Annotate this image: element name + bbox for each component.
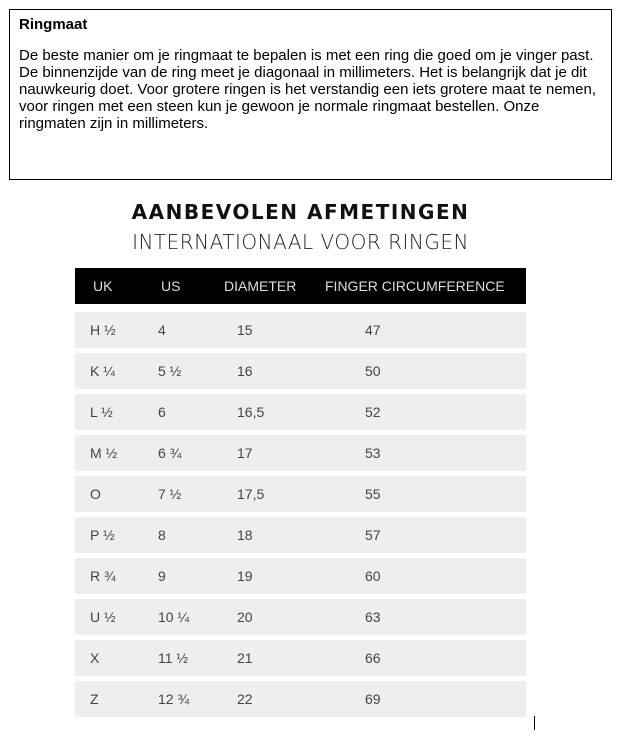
header-us: US: [161, 278, 181, 294]
cell-diameter: 15: [237, 322, 253, 338]
cell-circumference: 69: [365, 691, 381, 707]
table-row: O 7 ½ 17,5 55: [75, 476, 526, 512]
cell-diameter: 19: [237, 568, 253, 584]
cell-circumference: 63: [365, 609, 381, 625]
cell-us: 6: [158, 404, 166, 420]
text-cursor: [534, 716, 535, 730]
cell-uk: L ½: [90, 404, 113, 420]
cell-circumference: 60: [365, 568, 381, 584]
table-row: M ½ 6 ¾ 17 53: [75, 435, 526, 471]
cell-diameter: 17,5: [237, 486, 265, 502]
info-title: Ringmaat: [19, 16, 88, 33]
cell-us: 5 ½: [158, 363, 182, 379]
cell-us: 4: [158, 322, 166, 338]
table-row: H ½ 4 15 47: [75, 312, 526, 348]
table-row: Z 12 ¾ 22 69: [75, 681, 526, 717]
cell-circumference: 57: [365, 527, 381, 543]
cell-us: 6 ¾: [158, 445, 182, 461]
cell-diameter: 18: [237, 527, 253, 543]
table-header: UK US DIAMETER FINGER CIRCUMFERENCE: [75, 268, 526, 304]
cell-uk: M ½: [90, 445, 118, 461]
size-table: H ½ 4 15 47 K ¼ 5 ½ 16 50 L ½ 6 16,5 52 M ½ 6 ¾ 17 53 O 7…: [75, 312, 526, 722]
chart-subtitle: INTERNATIONAAL VOOR RINGEN: [132, 230, 469, 254]
header-circumference: FINGER CIRCUMFERENCE: [325, 278, 505, 294]
cell-us: 7 ½: [158, 486, 182, 502]
table-row: R ¾ 9 19 60: [75, 558, 526, 594]
cell-us: 9: [158, 568, 166, 584]
cell-diameter: 21: [237, 650, 253, 666]
cell-uk: O: [90, 486, 101, 502]
cell-circumference: 53: [365, 445, 381, 461]
cell-uk: U ½: [90, 609, 116, 625]
cell-circumference: 52: [365, 404, 381, 420]
cell-uk: X: [90, 650, 100, 666]
cell-uk: Z: [90, 691, 99, 707]
cell-circumference: 47: [365, 322, 381, 338]
table-row: L ½ 6 16,5 52: [75, 394, 526, 430]
cell-us: 10 ¼: [158, 609, 190, 625]
cell-uk: H ½: [90, 322, 116, 338]
table-row: K ¼ 5 ½ 16 50: [75, 353, 526, 389]
cell-us: 11 ½: [158, 650, 189, 666]
cell-us: 8: [158, 527, 166, 543]
cell-uk: R ¾: [90, 568, 116, 584]
table-row: X 11 ½ 21 66: [75, 640, 526, 676]
cell-circumference: 50: [365, 363, 381, 379]
cell-diameter: 22: [237, 691, 253, 707]
header-diameter: DIAMETER: [224, 278, 297, 294]
cell-us: 12 ¾: [158, 691, 190, 707]
cell-circumference: 55: [365, 486, 381, 502]
cell-uk: P ½: [90, 527, 115, 543]
cell-diameter: 16,5: [237, 404, 265, 420]
chart-title: AANBEVOLEN AFMETINGEN: [131, 200, 470, 224]
cell-diameter: 20: [237, 609, 253, 625]
cell-diameter: 17: [237, 445, 253, 461]
cell-diameter: 16: [237, 363, 253, 379]
header-uk: UK: [93, 278, 113, 294]
ring-size-info-box: Ringmaat De beste manier om je ringmaat …: [9, 9, 612, 180]
cell-circumference: 66: [365, 650, 381, 666]
table-row: P ½ 8 18 57: [75, 517, 526, 553]
table-row: U ½ 10 ¼ 20 63: [75, 599, 526, 635]
info-text: De beste manier om je ringmaat te bepale…: [19, 47, 597, 132]
cell-uk: K ¼: [90, 363, 115, 379]
